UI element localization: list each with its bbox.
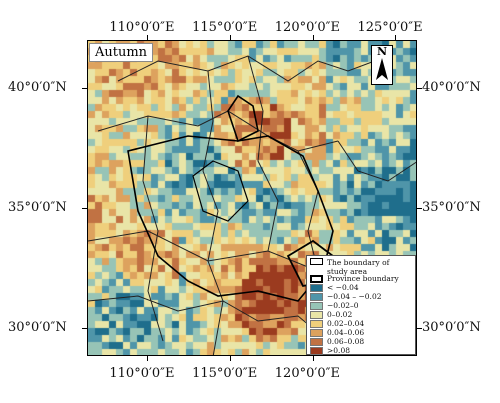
legend-classes: < −0.04 −0.04 – −0.02 −0.02–0 0–0.02 0.02–0.… (310, 283, 412, 355)
y-tick-mark-right (417, 88, 422, 90)
north-arrow: N (371, 45, 393, 85)
x-tick-label-top: 115°0′0″E (192, 20, 258, 35)
x-tick-mark-bottom (147, 356, 149, 361)
legend-class-row: 0.06–0.08 (310, 337, 412, 346)
legend-class-row: 0.02–0.04 (310, 319, 412, 328)
x-tick-label-top: 110°0′0″E (109, 20, 175, 35)
legend-class-row: −0.04 – −0.02 (310, 292, 412, 301)
legend-class-row: 0–0.02 (310, 310, 412, 319)
province-boundaries (88, 55, 416, 355)
x-tick-mark-bottom (230, 356, 232, 361)
x-tick-label-top: 125°0′0″E (357, 20, 423, 35)
legend-class-row: −0.02–0 (310, 301, 412, 310)
legend-class-row: < −0.04 (310, 283, 412, 292)
legend-class-swatch (310, 346, 323, 355)
north-label: N (376, 45, 388, 58)
y-tick-mark-left (82, 88, 87, 90)
y-tick-mark-right (417, 208, 422, 210)
legend-study-area: The boundary of study area (310, 258, 412, 276)
x-tick-mark-bottom (312, 356, 314, 361)
legend-class-swatch (310, 310, 323, 319)
x-tick-label-bottom: 120°0′0″E (274, 366, 340, 381)
legend-class-label: −0.02–0 (327, 301, 359, 310)
study-area-label: The boundary of study area (327, 258, 390, 276)
x-tick-label-top: 120°0′0″E (274, 20, 340, 35)
study-area-swatch (310, 258, 323, 265)
season-label: Autumn (89, 43, 154, 62)
y-tick-mark-right (417, 328, 422, 330)
legend-province: Province boundary (310, 274, 412, 283)
x-tick-mark-top (312, 35, 314, 40)
y-tick-mark-left (82, 328, 87, 330)
y-tick-label-left: 40°0′0″N (8, 80, 67, 96)
y-tick-label-right: 40°0′0″N (422, 80, 481, 96)
legend: The boundary of study area Province boun… (306, 255, 416, 355)
legend-class-label: −0.04 – −0.02 (327, 292, 382, 301)
legend-class-swatch (310, 319, 323, 328)
province-swatch (310, 274, 323, 283)
y-tick-mark-left (82, 208, 87, 210)
y-tick-label-right: 30°0′0″N (422, 320, 481, 336)
legend-class-label: 0.04–0.06 (327, 328, 365, 337)
legend-class-label: < −0.04 (327, 283, 359, 292)
legend-class-row: 0.04–0.06 (310, 328, 412, 337)
legend-class-swatch (310, 292, 323, 301)
legend-class-swatch (310, 337, 323, 346)
x-tick-mark-top (395, 35, 397, 40)
province-label: Province boundary (327, 274, 399, 283)
north-arrow-icon (376, 58, 388, 80)
legend-class-label: 0.06–0.08 (327, 337, 365, 346)
y-tick-label-left: 30°0′0″N (8, 320, 67, 336)
legend-class-row: >0.08 (310, 346, 412, 355)
x-tick-mark-top (230, 35, 232, 40)
legend-class-label: 0.02–0.04 (327, 319, 365, 328)
x-tick-mark-top (147, 35, 149, 40)
legend-class-label: 0–0.02 (327, 310, 353, 319)
legend-class-swatch (310, 283, 323, 292)
y-tick-label-left: 35°0′0″N (8, 200, 67, 216)
legend-class-swatch (310, 328, 323, 337)
y-tick-label-right: 35°0′0″N (422, 200, 481, 216)
legend-class-label: >0.08 (327, 346, 350, 355)
x-tick-label-bottom: 115°0′0″E (192, 366, 258, 381)
legend-class-swatch (310, 301, 323, 310)
x-tick-label-bottom: 110°0′0″E (109, 366, 175, 381)
map-frame (87, 40, 417, 356)
